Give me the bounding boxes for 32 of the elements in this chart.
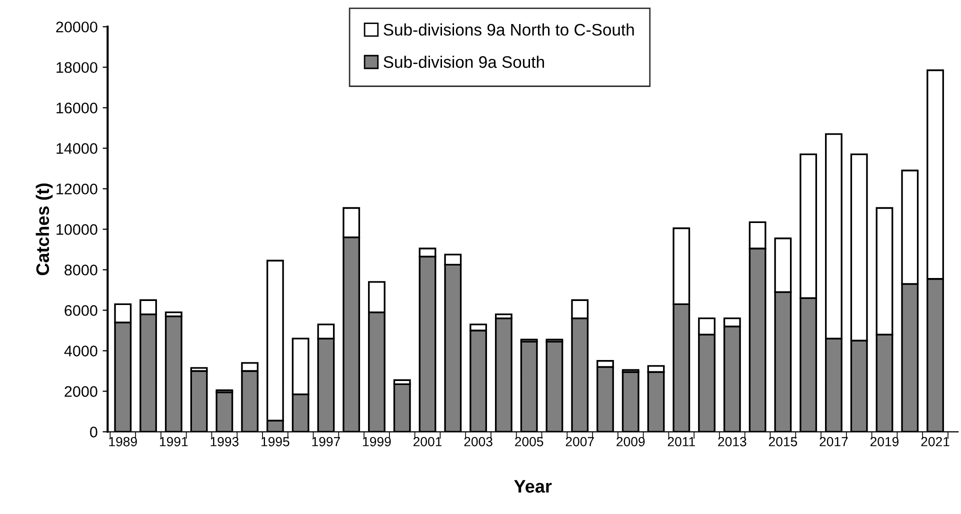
x-tick-label: 2003 (464, 436, 492, 446)
y-tick-label: 0 (90, 426, 98, 438)
y-tick-label: 12000 (56, 184, 98, 194)
x-tick-label: 2019 (870, 436, 899, 446)
x-tick-label: 1991 (160, 436, 188, 446)
x-axis-title: Year (514, 480, 552, 493)
x-tick-label: 2007 (566, 436, 594, 446)
x-tick-label: 2011 (668, 436, 695, 446)
x-tick-label: 2015 (768, 436, 798, 446)
y-tick-label: 18000 (56, 62, 98, 73)
x-tick-label: 1993 (210, 436, 239, 446)
x-tick-label: 2017 (820, 436, 848, 446)
x-tick-label: 2013 (718, 436, 746, 446)
x-tick-label: 2021 (921, 436, 950, 446)
x-tick-label: 1989 (109, 436, 137, 446)
x-tick-label: 1997 (312, 436, 340, 446)
legend-label: Sub-divisions 9a North to C-South (384, 23, 634, 36)
y-axis-title: Catches (t) (36, 183, 53, 276)
y-tick-label: 20000 (56, 22, 98, 32)
x-tick-label: 2005 (515, 436, 544, 446)
y-tick-label: 14000 (56, 143, 98, 154)
y-tick-label: 10000 (56, 224, 98, 235)
y-tick-label: 4000 (64, 346, 98, 356)
y-tick-label: 16000 (56, 102, 98, 114)
y-tick-label: 2000 (64, 386, 98, 397)
x-tick-label: 1999 (363, 436, 391, 446)
x-tick-label: 2001 (414, 436, 442, 446)
x-tick-label: 2009 (616, 436, 645, 446)
x-tick-label: 1995 (262, 436, 290, 446)
y-tick-label: 8000 (64, 264, 98, 276)
y-tick-label: 6000 (64, 305, 98, 316)
legend-label: Sub-division 9a South (384, 56, 544, 68)
